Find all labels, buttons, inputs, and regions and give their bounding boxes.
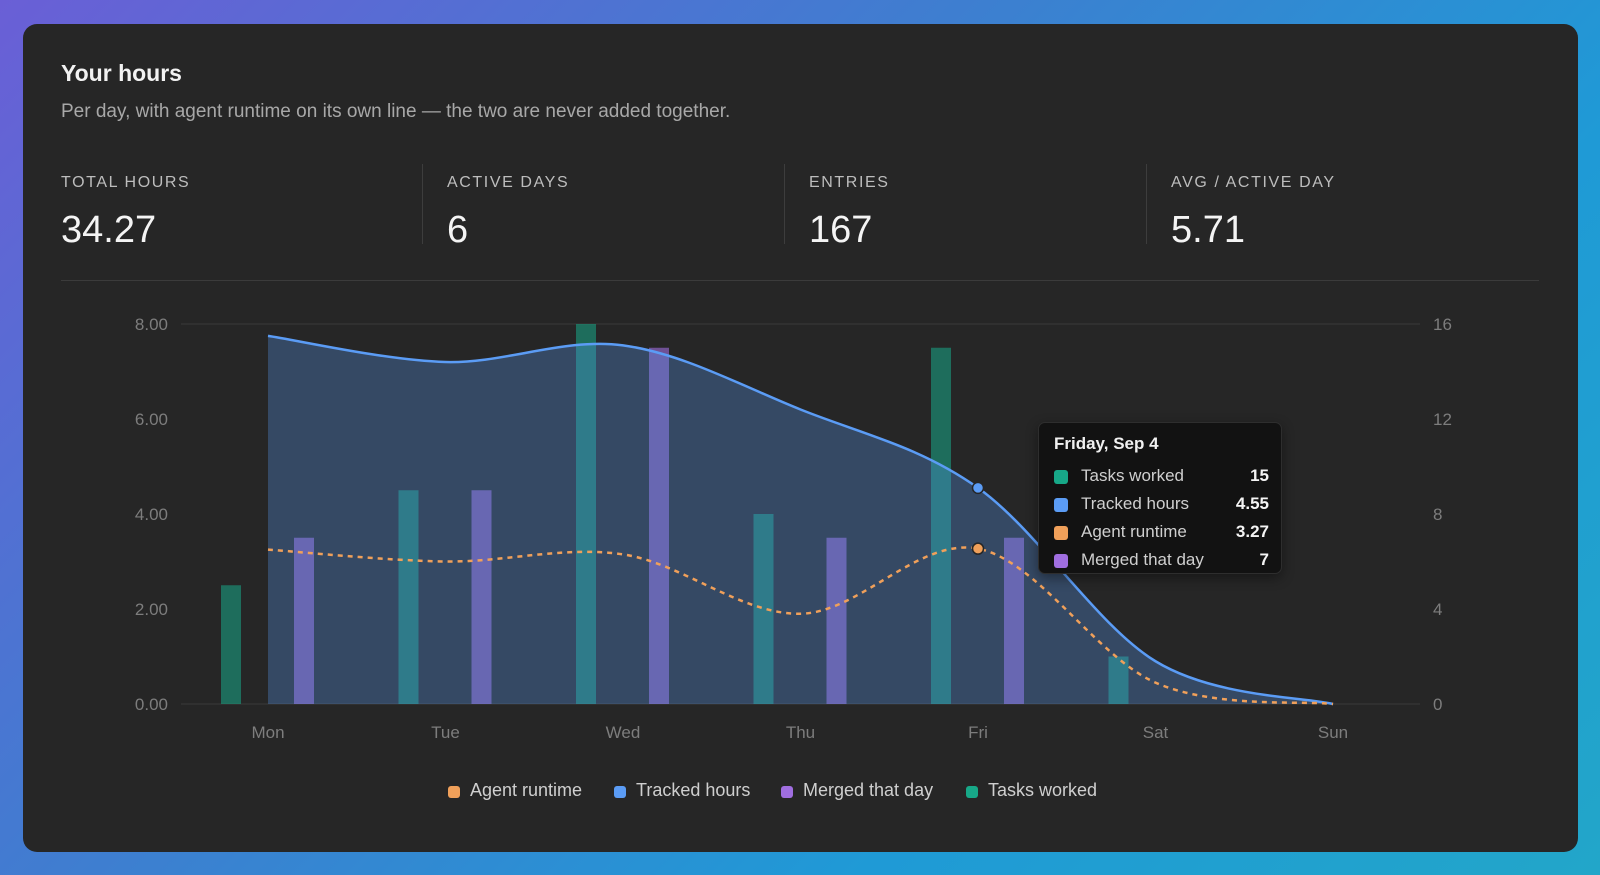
y-tick-label-left: 0.00: [135, 695, 168, 714]
x-tick-label: Fri: [968, 723, 988, 742]
tasks-bar: [1108, 656, 1129, 704]
tasks-swatch-icon: [966, 786, 978, 798]
tooltip-row-value: 7: [1259, 550, 1269, 569]
card-title: Your hours: [61, 60, 182, 86]
tooltip-row-value: 4.55: [1235, 494, 1269, 513]
stat-value: 34.27: [61, 209, 157, 251]
hours-card: Your hours Per day, with agent runtime o…: [23, 24, 1578, 852]
tasks-bar: [398, 490, 419, 704]
legend-label: Merged that day: [803, 780, 934, 800]
tooltip-row-agent: Agent runtime 3.27: [1054, 521, 1269, 545]
tracked-swatch-icon: [1054, 498, 1068, 512]
tooltip-row-value: 15: [1250, 466, 1269, 485]
tooltip-title: Friday, Sep 4: [1054, 434, 1159, 453]
merged-bar: [826, 537, 847, 704]
stat-value: 6: [447, 209, 469, 251]
y-tick-label-left: 8.00: [135, 315, 168, 334]
stat-divider: [422, 164, 423, 244]
tooltip-row-merged: Merged that day 7: [1054, 549, 1269, 573]
agent-runtime-swatch-icon: [448, 786, 460, 798]
stat-label: ACTIVE DAYS: [447, 174, 570, 191]
legend-label: Tracked hours: [636, 780, 751, 800]
merged-bar: [1004, 537, 1024, 704]
stat-divider: [784, 164, 785, 244]
tasks-bar: [576, 324, 596, 704]
tooltip-row-label: Merged that day: [1081, 550, 1204, 569]
tooltip-row-value: 3.27: [1235, 522, 1269, 541]
merged-bar: [294, 537, 314, 704]
agent-swatch-icon: [1054, 526, 1068, 540]
x-tick-label: Sat: [1143, 723, 1169, 742]
x-tick-label: Tue: [431, 723, 460, 742]
y-tick-label-left: 2.00: [135, 600, 168, 619]
tooltip-row-tracked: Tracked hours 4.55: [1054, 493, 1269, 517]
x-tick-label: Mon: [251, 723, 284, 742]
tasks-bar: [753, 514, 774, 704]
agent-runtime-line: [267, 546, 1334, 706]
card-subtitle: Per day, with agent runtime on its own l…: [61, 101, 731, 122]
y-tick-label-right: 4: [1433, 600, 1442, 619]
tracked-hours-area: [268, 335, 1333, 704]
merged-swatch-icon: [1054, 554, 1068, 568]
x-tick-label: Thu: [786, 723, 815, 742]
hours-chart: 0.00 2.00 4.00 6.00 8.00 0 4 8 12 16 Mon Tue Wed Thu F…: [135, 315, 1452, 742]
tasks-bar: [931, 347, 951, 704]
chart-tooltip: Friday, Sep 4 Tasks worked 15 Tracked ho…: [1038, 422, 1282, 574]
stat-value: 5.71: [1171, 209, 1245, 251]
stat-divider: [1146, 164, 1147, 244]
merged-bar: [471, 490, 492, 704]
agent-runtime-point: [971, 542, 985, 555]
stat-label: AVG / ACTIVE DAY: [1171, 174, 1336, 191]
tooltip-row-label: Agent runtime: [1081, 522, 1187, 541]
merged-bar: [649, 347, 669, 704]
y-tick-label-right: 8: [1433, 505, 1442, 524]
stat-value: 167: [809, 209, 873, 251]
chart-legend: Agent runtime Tracked hours Merged that …: [23, 779, 1578, 807]
tracked-hours-line: [267, 334, 1334, 706]
tasks-swatch-icon: [1054, 470, 1068, 484]
y-tick-label-left: 4.00: [135, 505, 168, 524]
tracked-hours-point: [971, 481, 985, 495]
legend-label: Agent runtime: [470, 780, 583, 800]
x-tick-label: Sun: [1318, 723, 1348, 742]
x-tick-label: Wed: [606, 723, 641, 742]
stat-label: TOTAL HOURS: [61, 174, 191, 191]
merged-swatch-icon: [781, 786, 793, 798]
section-divider: [61, 280, 1539, 281]
tooltip-row-label: Tracked hours: [1081, 494, 1190, 513]
tracked-hours-swatch-icon: [614, 786, 626, 798]
y-tick-label-right: 0: [1433, 695, 1442, 714]
tooltip-row-tasks: Tasks worked 15: [1054, 465, 1269, 489]
stat-label: ENTRIES: [809, 174, 890, 191]
tooltip-row-label: Tasks worked: [1081, 466, 1184, 485]
y-tick-label-left: 6.00: [135, 410, 168, 429]
y-tick-label-right: 12: [1433, 410, 1452, 429]
y-tick-label-right: 16: [1433, 315, 1452, 334]
legend-label: Tasks worked: [988, 780, 1098, 800]
tasks-bar: [221, 585, 241, 704]
stats-row: TOTAL HOURS 34.27 ACTIVE DAYS 6 ENTRIES …: [61, 164, 1539, 272]
